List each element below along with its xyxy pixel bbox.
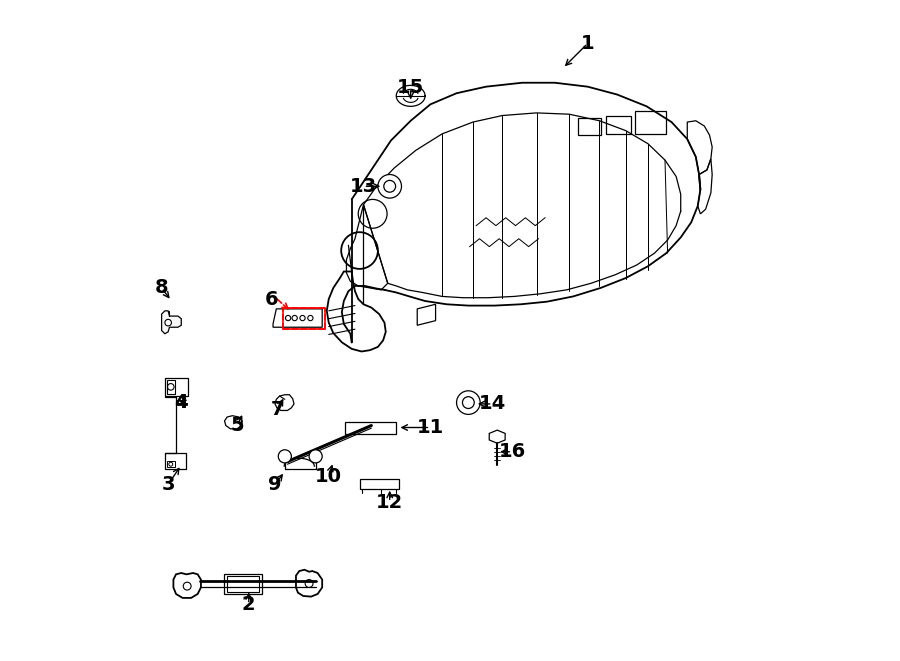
Bar [606, 116, 631, 134]
Text: 2: 2 [242, 595, 256, 614]
Text: 9: 9 [268, 475, 282, 494]
Circle shape [165, 319, 171, 326]
Text: 1: 1 [580, 34, 595, 53]
Circle shape [292, 315, 297, 321]
Bar [227, 576, 258, 592]
Text: 4: 4 [175, 393, 188, 412]
Circle shape [378, 175, 401, 198]
Bar [165, 377, 188, 396]
Text: 6: 6 [265, 290, 278, 309]
Text: 12: 12 [376, 492, 403, 512]
Text: 14: 14 [479, 395, 506, 413]
Circle shape [285, 315, 291, 321]
Text: 8: 8 [155, 278, 168, 297]
Circle shape [456, 391, 481, 414]
Circle shape [300, 315, 305, 321]
Text: 16: 16 [499, 442, 526, 461]
Bar [345, 422, 396, 434]
Circle shape [463, 397, 474, 408]
Circle shape [308, 315, 313, 321]
Text: 4: 4 [175, 393, 188, 412]
Text: 10: 10 [315, 467, 342, 486]
Circle shape [309, 449, 322, 463]
Text: 13: 13 [350, 176, 377, 196]
Bar [166, 379, 175, 394]
Circle shape [278, 449, 292, 463]
Polygon shape [162, 311, 181, 334]
Circle shape [383, 180, 396, 192]
Bar [165, 453, 186, 469]
Text: 15: 15 [397, 79, 424, 97]
Text: 7: 7 [271, 400, 284, 418]
Bar [578, 118, 601, 136]
Text: 3: 3 [161, 475, 175, 494]
Bar [634, 111, 666, 134]
Polygon shape [490, 430, 505, 444]
Text: 11: 11 [417, 418, 444, 437]
Bar [359, 479, 399, 489]
Bar [224, 574, 262, 594]
Bar [166, 461, 175, 467]
Text: 5: 5 [230, 416, 244, 435]
